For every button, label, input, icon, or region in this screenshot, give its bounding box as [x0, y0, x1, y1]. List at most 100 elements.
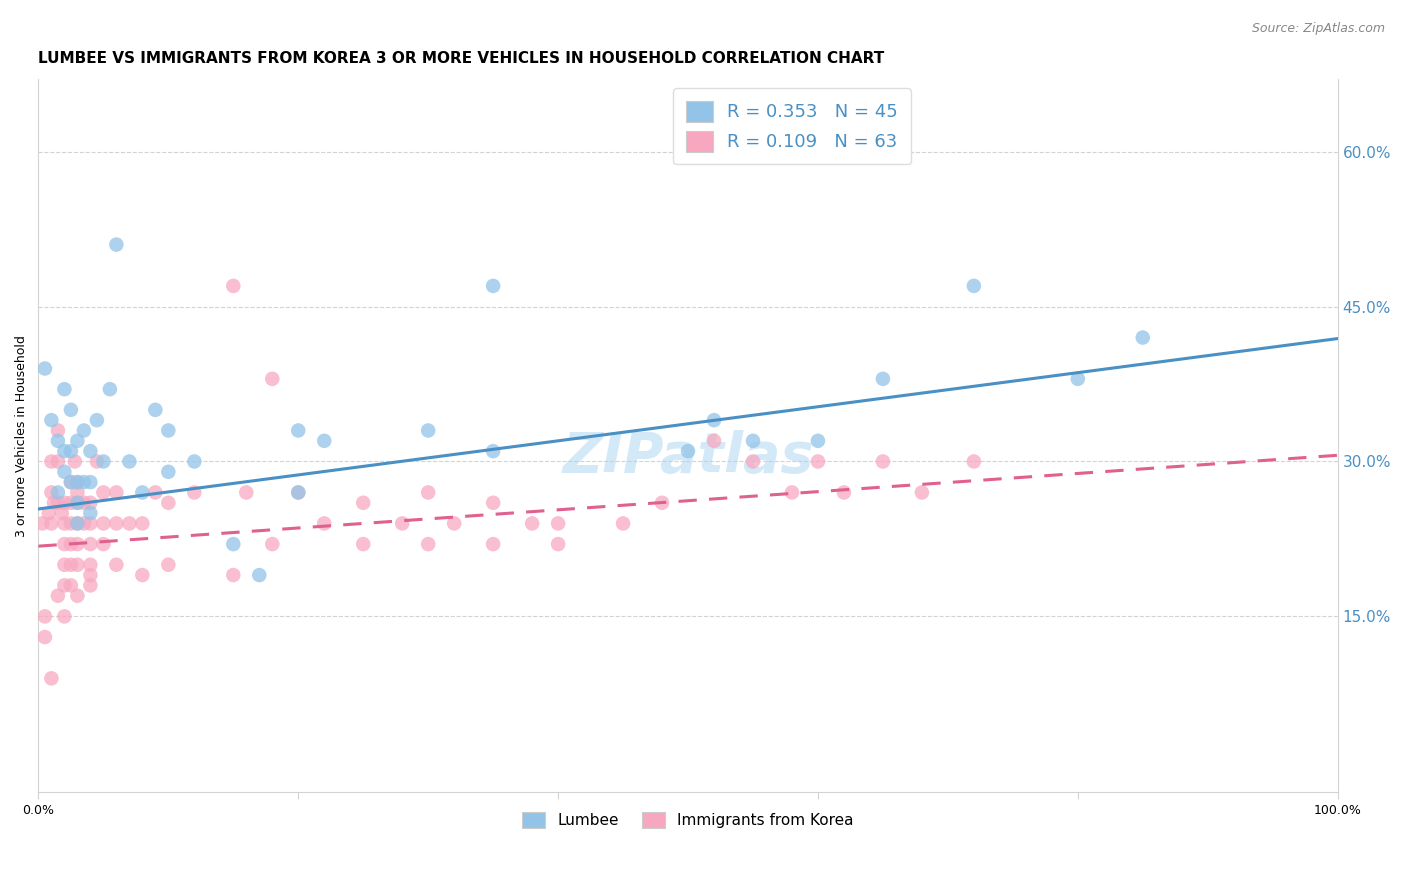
Point	[872, 372, 894, 386]
Point	[131, 516, 153, 531]
Point	[314, 516, 336, 531]
Point	[143, 485, 166, 500]
Text: Source: ZipAtlas.com: Source: ZipAtlas.com	[1251, 22, 1385, 36]
Point	[79, 516, 101, 531]
Point	[157, 465, 180, 479]
Point	[79, 444, 101, 458]
Point	[79, 537, 101, 551]
Point	[41, 413, 63, 427]
Point	[287, 485, 309, 500]
Point	[131, 485, 153, 500]
Point	[911, 485, 934, 500]
Point	[676, 444, 699, 458]
Point	[73, 475, 96, 490]
Point	[53, 382, 76, 396]
Point	[262, 537, 284, 551]
Point	[183, 454, 205, 468]
Point	[79, 558, 101, 572]
Point	[66, 434, 89, 448]
Point	[66, 537, 89, 551]
Point	[79, 475, 101, 490]
Point	[105, 485, 128, 500]
Point	[93, 485, 115, 500]
Point	[157, 424, 180, 438]
Point	[418, 537, 440, 551]
Point	[86, 413, 108, 427]
Point	[66, 475, 89, 490]
Point	[287, 424, 309, 438]
Point	[547, 516, 569, 531]
Point	[41, 454, 63, 468]
Point	[963, 279, 986, 293]
Point	[520, 516, 543, 531]
Point	[93, 537, 115, 551]
Point	[222, 568, 245, 582]
Point	[41, 516, 63, 531]
Point	[66, 496, 89, 510]
Point	[66, 475, 89, 490]
Point	[703, 434, 725, 448]
Point	[53, 465, 76, 479]
Point	[131, 568, 153, 582]
Point	[66, 589, 89, 603]
Point	[41, 671, 63, 685]
Point	[651, 496, 673, 510]
Point	[59, 537, 82, 551]
Point	[79, 578, 101, 592]
Point	[53, 444, 76, 458]
Point	[482, 537, 505, 551]
Point	[59, 475, 82, 490]
Point	[46, 454, 69, 468]
Point	[832, 485, 855, 500]
Point	[262, 372, 284, 386]
Point	[105, 558, 128, 572]
Point	[46, 434, 69, 448]
Point	[66, 485, 89, 500]
Point	[482, 444, 505, 458]
Point	[352, 496, 374, 510]
Point	[73, 516, 96, 531]
Point	[314, 434, 336, 448]
Point	[42, 496, 65, 510]
Point	[742, 434, 765, 448]
Point	[38, 506, 60, 520]
Point	[53, 516, 76, 531]
Point	[547, 537, 569, 551]
Point	[443, 516, 465, 531]
Point	[157, 496, 180, 510]
Point	[1132, 330, 1154, 344]
Point	[418, 485, 440, 500]
Point	[46, 424, 69, 438]
Point	[73, 496, 96, 510]
Text: LUMBEE VS IMMIGRANTS FROM KOREA 3 OR MORE VEHICLES IN HOUSEHOLD CORRELATION CHAR: LUMBEE VS IMMIGRANTS FROM KOREA 3 OR MOR…	[38, 51, 884, 66]
Point	[59, 516, 82, 531]
Point	[66, 558, 89, 572]
Point	[53, 537, 76, 551]
Point	[222, 537, 245, 551]
Point	[93, 454, 115, 468]
Point	[183, 485, 205, 500]
Point	[93, 516, 115, 531]
Point	[31, 516, 53, 531]
Point	[872, 454, 894, 468]
Y-axis label: 3 or more Vehicles in Household: 3 or more Vehicles in Household	[15, 334, 28, 537]
Point	[963, 454, 986, 468]
Point	[53, 558, 76, 572]
Point	[59, 558, 82, 572]
Text: ZIPatlas: ZIPatlas	[562, 430, 814, 484]
Point	[157, 558, 180, 572]
Point	[1067, 372, 1090, 386]
Point	[59, 578, 82, 592]
Legend: Lumbee, Immigrants from Korea: Lumbee, Immigrants from Korea	[516, 806, 859, 834]
Point	[418, 424, 440, 438]
Point	[79, 568, 101, 582]
Point	[86, 454, 108, 468]
Point	[391, 516, 413, 531]
Point	[482, 279, 505, 293]
Point	[703, 413, 725, 427]
Point	[105, 516, 128, 531]
Point	[247, 568, 270, 582]
Point	[143, 402, 166, 417]
Point	[807, 454, 830, 468]
Point	[105, 237, 128, 252]
